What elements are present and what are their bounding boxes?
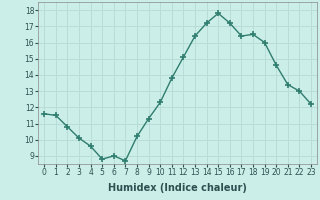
- X-axis label: Humidex (Indice chaleur): Humidex (Indice chaleur): [108, 183, 247, 193]
